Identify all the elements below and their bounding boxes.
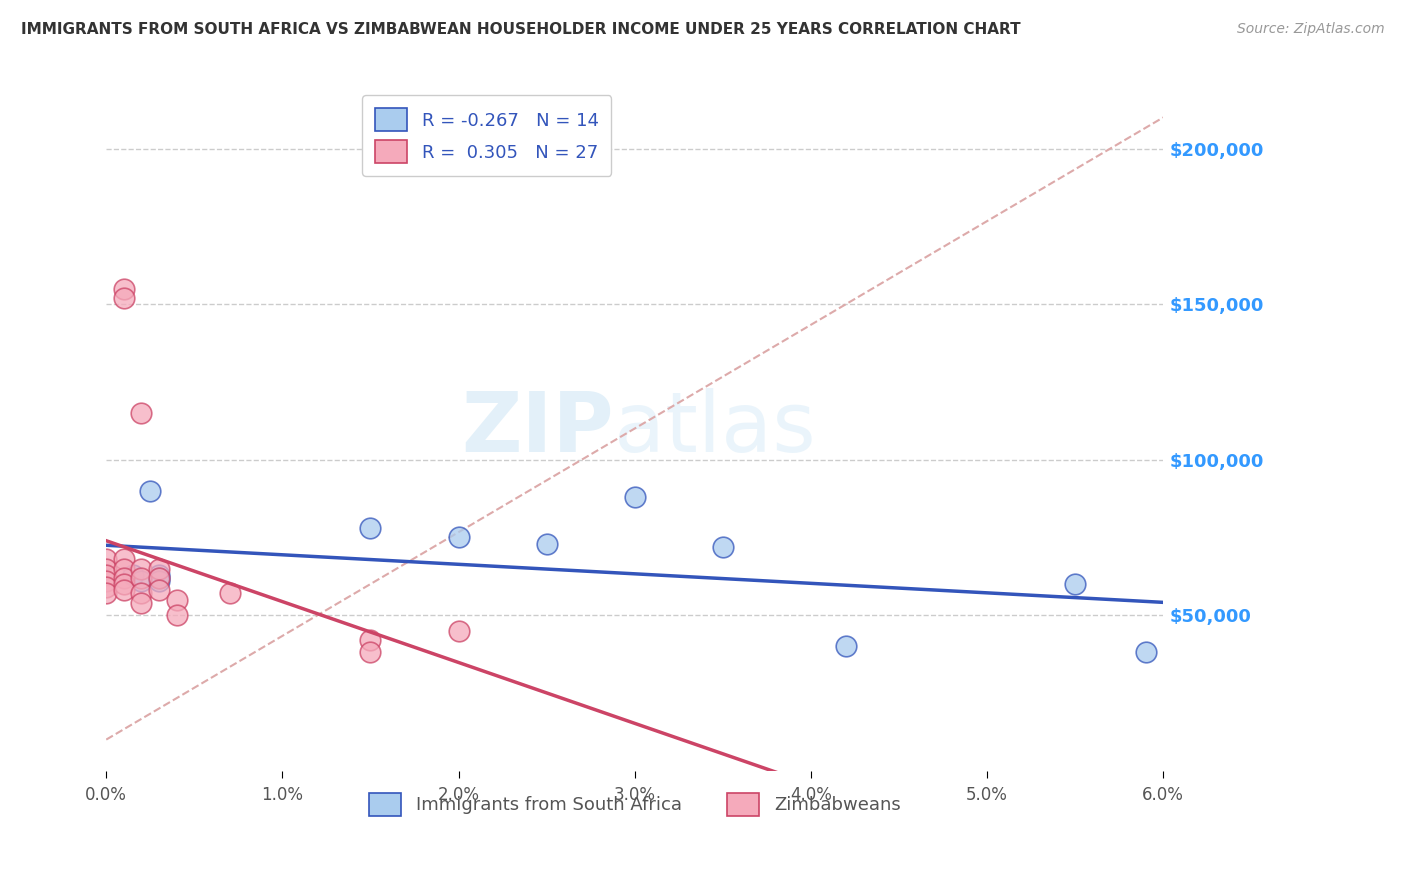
Point [148,561,170,575]
Point [447,530,470,544]
Point [623,490,645,504]
Text: ZIP: ZIP [461,388,613,469]
Point [121,567,143,582]
Point [148,583,170,598]
Point [131,571,153,585]
Point [112,281,135,295]
Point [359,633,381,648]
Point [131,406,153,420]
Point [112,583,135,598]
Point [166,608,188,623]
Point [112,577,135,591]
Point [131,586,153,600]
Point [359,521,381,535]
Point [96,586,118,600]
Text: IMMIGRANTS FROM SOUTH AFRICA VS ZIMBABWEAN HOUSEHOLDER INCOME UNDER 25 YEARS COR: IMMIGRANTS FROM SOUTH AFRICA VS ZIMBABWE… [21,22,1021,37]
Point [96,574,118,588]
Point [112,291,135,305]
Point [166,592,188,607]
Point [218,586,240,600]
Point [131,574,153,588]
Point [96,567,118,582]
Point [359,645,381,659]
Point [131,561,153,575]
Point [96,580,118,594]
Point [1064,577,1087,591]
Text: atlas: atlas [613,388,815,469]
Point [1135,645,1157,659]
Point [148,567,170,582]
Point [112,571,135,585]
Point [112,552,135,566]
Point [112,561,135,575]
Point [139,483,162,498]
Point [148,571,170,585]
Point [536,536,558,550]
Point [711,540,734,554]
Point [96,561,118,575]
Point [148,571,170,585]
Point [148,574,170,588]
Point [835,640,858,654]
Point [131,596,153,610]
Point [447,624,470,638]
Point [96,552,118,566]
Legend: Immigrants from South Africa, Zimbabweans: Immigrants from South Africa, Zimbabwean… [361,786,908,823]
Text: Source: ZipAtlas.com: Source: ZipAtlas.com [1237,22,1385,37]
